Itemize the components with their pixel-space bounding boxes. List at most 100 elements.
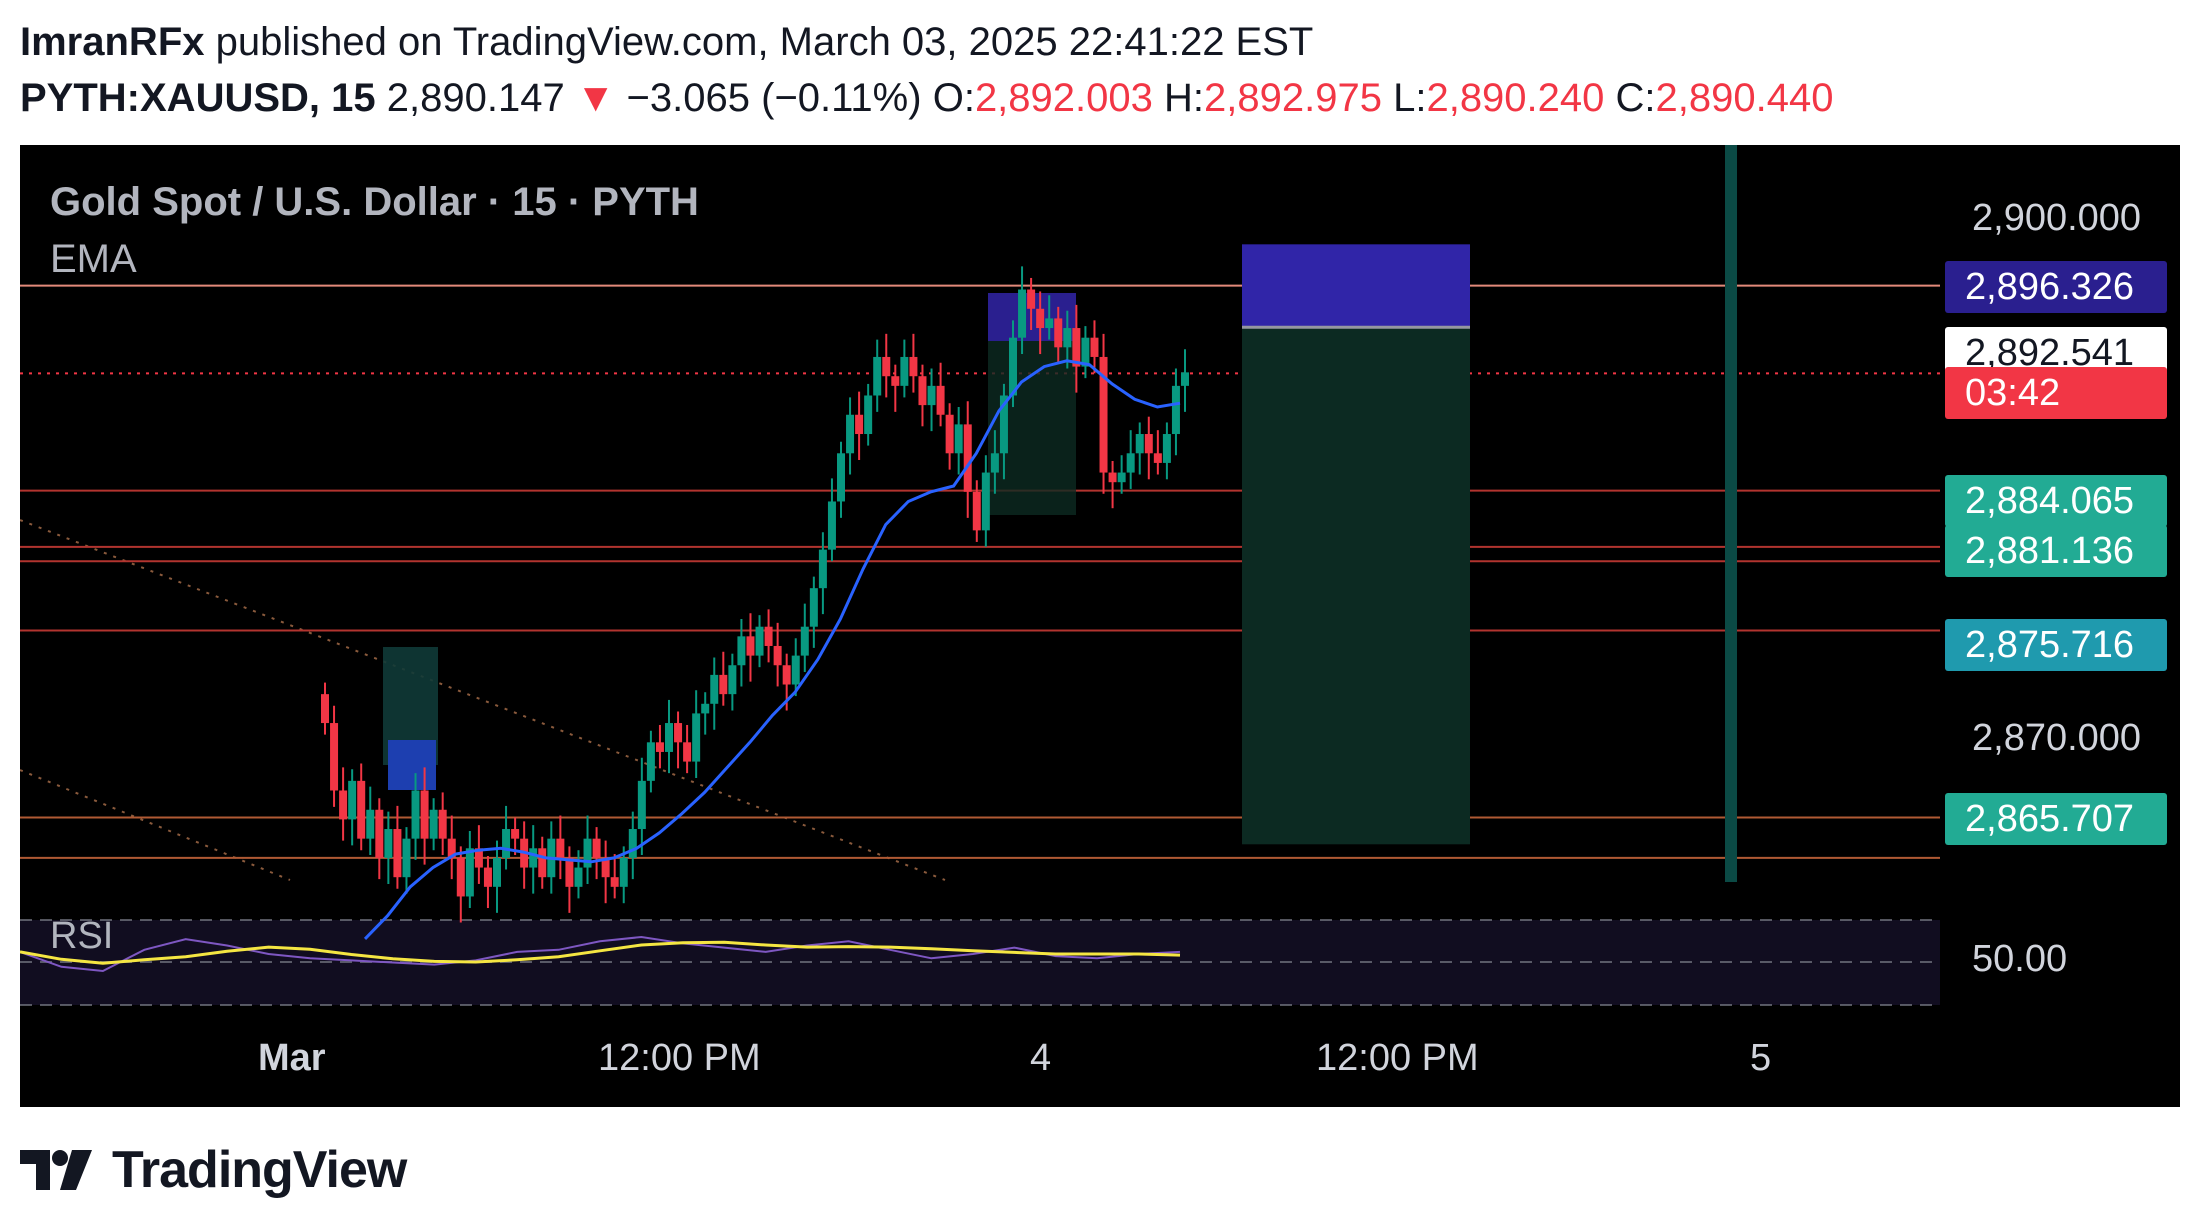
candle-body <box>393 829 402 878</box>
candle-body <box>737 636 746 666</box>
price-change: −3.065 (−0.11%) <box>626 76 922 120</box>
close-value: 2,890.440 <box>1655 76 1834 120</box>
chart-header: ImranRFx published on TradingView.com, M… <box>20 14 2180 126</box>
candle-body <box>493 857 501 887</box>
candle-body <box>909 356 918 377</box>
candle-body <box>710 674 719 704</box>
candle-body <box>601 857 610 878</box>
entry-zone-box <box>388 740 436 790</box>
candle-body <box>1162 434 1171 463</box>
time-label-4: 4 <box>1030 1037 1052 1079</box>
candle-body <box>1009 337 1017 396</box>
candle-body <box>1126 453 1135 473</box>
candle-body <box>1153 453 1162 463</box>
candle-body <box>882 356 891 377</box>
candle-body <box>764 626 773 646</box>
candle-body <box>1171 385 1180 435</box>
candle-body <box>465 848 474 897</box>
candle-body <box>954 424 963 454</box>
candle-body <box>891 376 900 386</box>
candle-body <box>402 838 411 878</box>
candle-body <box>583 838 592 868</box>
candle-body <box>1108 472 1117 483</box>
time-label-mar: Mar <box>258 1037 326 1079</box>
candle-body <box>945 414 954 454</box>
price-chart-svg[interactable] <box>20 145 2180 1107</box>
time-label-noon-1: 12:00 PM <box>598 1037 761 1079</box>
price-axis-label-2900: 2,900.000 <box>1972 197 2142 239</box>
trendline-upper <box>20 519 946 881</box>
candle-body <box>665 723 673 752</box>
candle-body <box>782 665 791 685</box>
open-value: 2,892.003 <box>974 76 1153 120</box>
short-target-zone <box>1242 327 1470 845</box>
candle-body <box>827 501 836 550</box>
candle-body <box>339 790 348 820</box>
candle-body <box>864 395 873 435</box>
author-name[interactable]: ImranRFx <box>20 20 205 64</box>
candle-body <box>701 703 710 714</box>
candle-body <box>456 857 465 897</box>
candle-body <box>981 472 990 531</box>
candle-body <box>1135 434 1144 454</box>
time-label-noon-2: 12:00 PM <box>1316 1037 1479 1079</box>
tradingview-footer[interactable]: TradingView <box>20 1140 407 1200</box>
candle-body <box>375 809 384 858</box>
candle-body <box>918 376 927 406</box>
candle-body <box>1099 356 1108 473</box>
candle-body <box>366 809 375 839</box>
candle-body <box>538 848 547 878</box>
candle-body <box>1081 337 1090 367</box>
candle-body <box>1018 289 1027 338</box>
candle-body <box>438 809 447 839</box>
candle-body <box>773 645 782 666</box>
candle-body <box>674 723 683 743</box>
candle-body <box>800 626 809 656</box>
candle-body <box>1072 328 1081 367</box>
short-stop-zone <box>1242 244 1470 330</box>
candle-body <box>1090 337 1099 357</box>
tradingview-logo-icon <box>20 1150 92 1190</box>
candle-body <box>1181 372 1189 386</box>
chart-panel[interactable]: Gold Spot / U.S. Dollar · 15 · PYTH EMA … <box>20 145 2180 1107</box>
candle-body <box>1054 318 1063 348</box>
candle-body <box>384 829 393 858</box>
vertical-marker <box>1725 145 1737 882</box>
candle-body <box>936 385 945 415</box>
candle-body <box>963 424 972 492</box>
rsi-axis-label: 50.00 <box>1972 938 2068 980</box>
price-axis-label-2870: 2,870.000 <box>1972 717 2142 759</box>
candle-body <box>927 385 936 406</box>
rsi-ma-line <box>20 940 1181 965</box>
candle-body <box>483 867 492 887</box>
candle-body <box>348 780 357 820</box>
candle-body <box>873 356 882 396</box>
symbol-label: PYTH:XAUUSD, 15 <box>20 76 376 120</box>
badge-level-3: 2,875.716 <box>1945 619 2167 671</box>
ema-line <box>363 359 1181 940</box>
candle-body <box>855 414 864 435</box>
candle-body <box>610 877 619 887</box>
candle-body <box>692 713 701 762</box>
high-label: H: <box>1164 76 1205 120</box>
candle-body <box>619 857 628 887</box>
candle-body <box>330 723 339 791</box>
legend-ema: EMA <box>50 237 137 281</box>
trendline-lower <box>20 769 291 881</box>
candle-body <box>321 694 329 724</box>
badge-stop-price: 2,896.326 <box>1945 261 2167 313</box>
candle-body <box>809 588 818 627</box>
last-price: 2,890.147 <box>386 76 565 120</box>
candle-body <box>1117 472 1126 483</box>
candle-body <box>529 848 538 868</box>
legend-rsi: RSI <box>50 915 114 957</box>
candle-body <box>420 790 429 839</box>
candle-body <box>429 809 438 839</box>
candle-body <box>592 838 601 858</box>
candle-body <box>818 549 827 589</box>
candle-body <box>837 453 845 502</box>
candle-body <box>411 790 420 839</box>
badge-level-2: 2,881.136 <box>1945 525 2167 577</box>
close-label: C: <box>1615 76 1656 120</box>
candle-body <box>719 674 728 695</box>
